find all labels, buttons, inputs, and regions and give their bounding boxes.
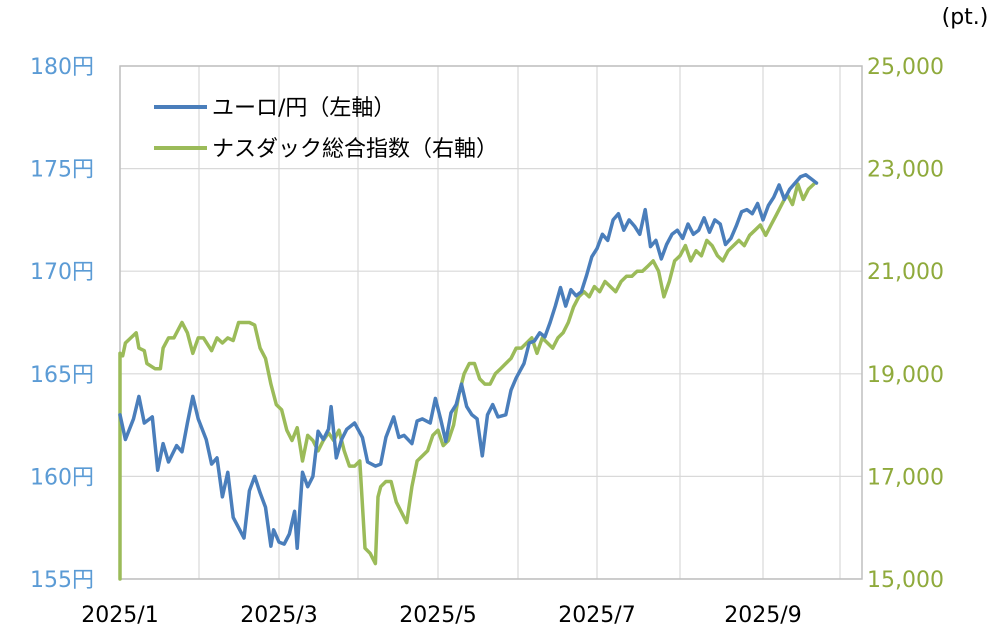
series-line-nasdaq [118, 182, 816, 581]
left-tick-label: 175円 [30, 158, 94, 183]
left-axis-ticks: 180円 175円 170円 165円 160円 155円 [30, 55, 94, 593]
x-tick-label: 2025/7 [558, 603, 635, 628]
x-tick-label: 2025/1 [81, 603, 158, 628]
series-line-eur-jpy [118, 173, 819, 550]
x-tick-label: 2025/3 [240, 603, 317, 628]
legend-label-nasdaq: ナスダック総合指数（右軸） [212, 137, 498, 162]
right-axis-ticks: 25,000 23,000 21,000 19,000 17,000 15,000 [867, 55, 944, 593]
legend-label-eur-jpy: ユーロ/円（左軸） [212, 96, 395, 121]
right-tick-label: 19,000 [867, 363, 944, 388]
left-tick-label: 165円 [30, 363, 94, 388]
right-tick-label: 21,000 [867, 260, 944, 285]
legend: ユーロ/円（左軸） ナスダック総合指数（右軸） [154, 96, 498, 162]
x-axis-ticks: 2025/1 2025/3 2025/5 2025/7 2025/9 [81, 603, 801, 628]
x-tick-label: 2025/5 [399, 603, 476, 628]
right-tick-label: 17,000 [867, 465, 944, 490]
right-tick-label: 23,000 [867, 158, 944, 183]
right-axis-unit-label: (pt.) [942, 5, 989, 30]
plot-area-border [119, 65, 863, 580]
left-tick-label: 170円 [30, 260, 94, 285]
left-tick-label: 155円 [30, 568, 94, 593]
x-tick-label: 2025/9 [724, 603, 801, 628]
right-tick-label: 15,000 [867, 568, 944, 593]
series-layer [118, 173, 819, 581]
left-tick-label: 160円 [30, 465, 94, 490]
right-tick-label: 25,000 [867, 55, 944, 80]
left-tick-label: 180円 [30, 55, 94, 80]
